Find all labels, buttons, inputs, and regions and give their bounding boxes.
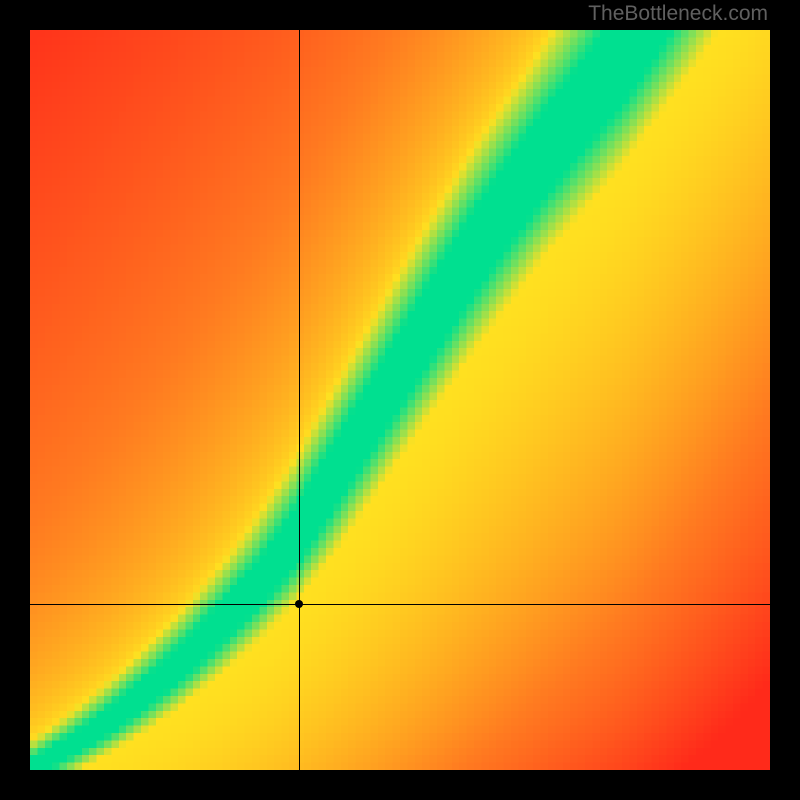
watermark-text: TheBottleneck.com	[588, 2, 768, 26]
crosshair-marker	[295, 600, 303, 608]
crosshair-vertical	[299, 30, 300, 770]
bottleneck-heatmap	[30, 30, 770, 770]
crosshair-horizontal	[30, 604, 770, 605]
